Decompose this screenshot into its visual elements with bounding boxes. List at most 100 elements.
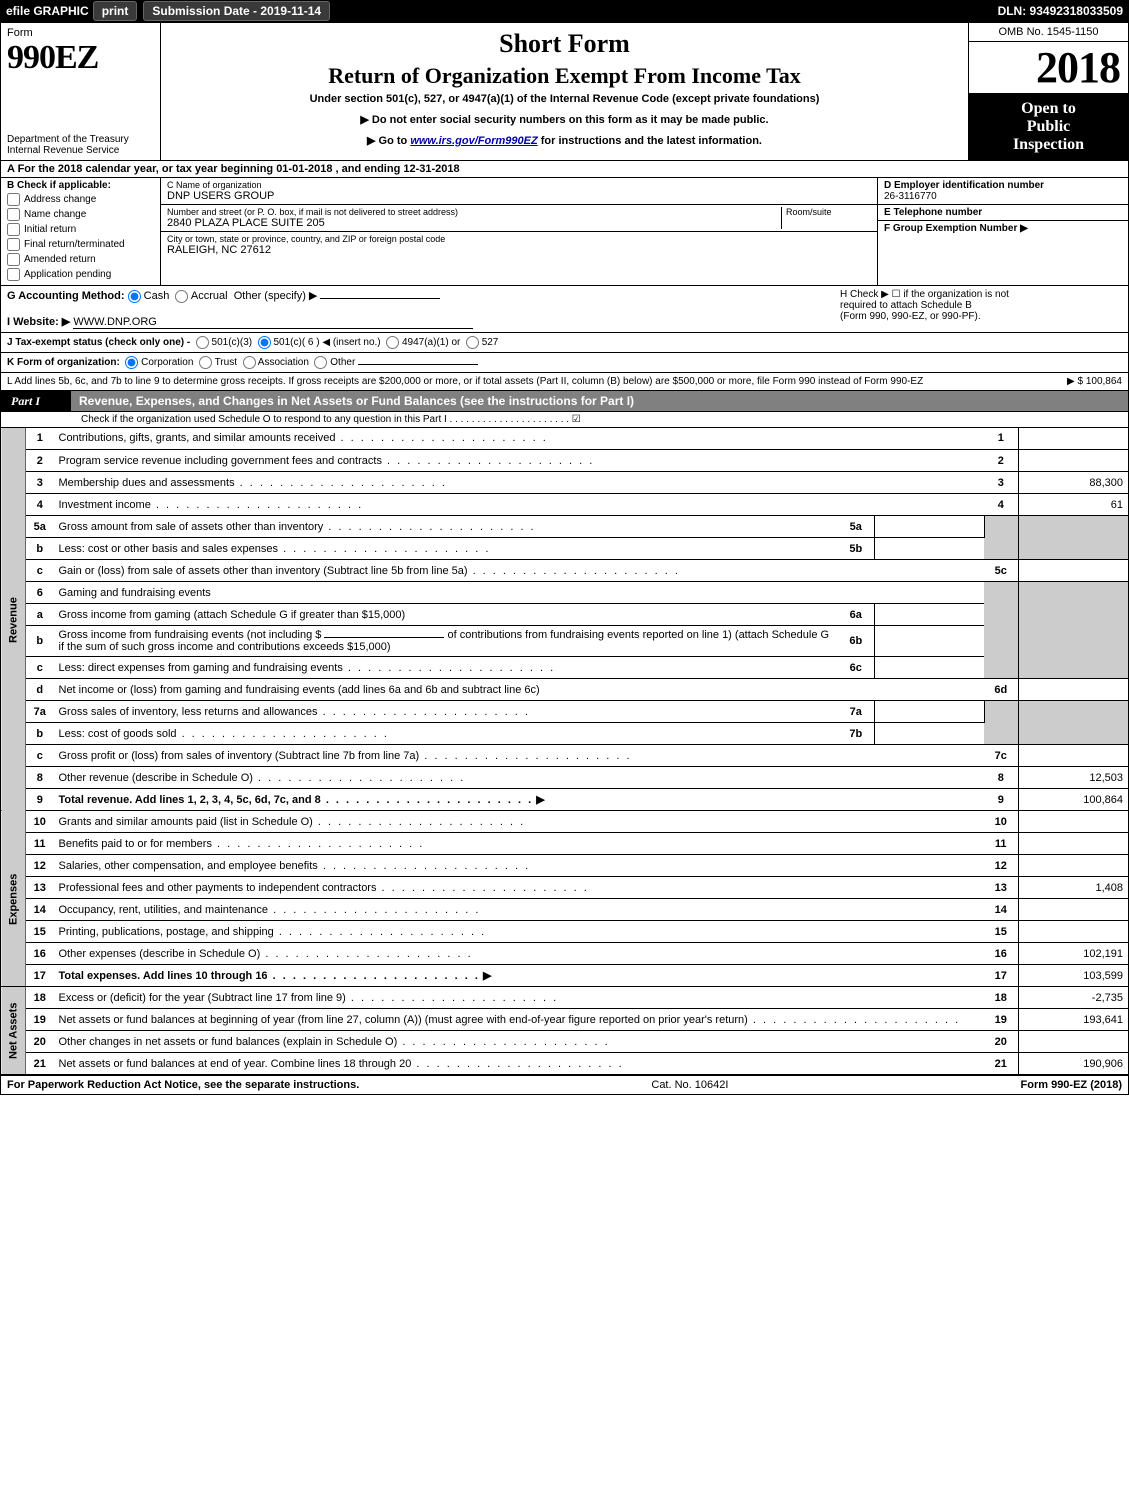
ln-6b-minival — [874, 626, 984, 657]
ln-3-num: 3 — [26, 472, 54, 494]
ln-4-desc: Investment income — [59, 499, 364, 511]
ln-7c-num: c — [26, 745, 54, 767]
radio-association[interactable] — [243, 356, 256, 369]
ln-15-val — [1018, 921, 1128, 943]
ln-6b-desc: Gross income from fundraising events (no… — [54, 626, 839, 657]
radio-accrual[interactable] — [175, 290, 188, 303]
check-address-change[interactable] — [7, 193, 20, 206]
ln-7b-desc: Less: cost of goods sold — [59, 728, 389, 740]
ln-8-num: 8 — [26, 767, 54, 789]
ln-21-box: 21 — [984, 1053, 1018, 1075]
ln-18-num: 18 — [26, 987, 54, 1009]
ln-19-desc: Net assets or fund balances at beginning… — [59, 1014, 961, 1026]
check-name-change[interactable] — [7, 208, 20, 221]
dln-value: DLN: 93492318033509 — [998, 4, 1123, 18]
grey-6v — [1018, 582, 1128, 679]
room-suite-label: Room/suite — [786, 207, 871, 217]
ln-6b-mini: 6b — [838, 626, 874, 657]
ln-3-desc: Membership dues and assessments — [59, 477, 447, 489]
grey-7 — [984, 701, 1018, 745]
open-to-public-box: Open to Public Inspection — [969, 94, 1128, 160]
ln-5c-num: c — [26, 560, 54, 582]
ln-6a-minival — [874, 604, 984, 626]
ln-8-desc: Other revenue (describe in Schedule O) — [59, 772, 466, 784]
ln-12-val — [1018, 855, 1128, 877]
ln-2-box: 2 — [984, 450, 1018, 472]
ln-10-box: 10 — [984, 811, 1018, 833]
ln-16-desc: Other expenses (describe in Schedule O) — [59, 948, 473, 960]
print-button[interactable]: print — [93, 1, 138, 21]
ln-5c-val — [1018, 560, 1128, 582]
ln-17-desc: Total expenses. Add lines 10 through 16 — [59, 970, 480, 982]
label-other-org: Other — [330, 357, 355, 368]
efile-label: efile GRAPHIC — [6, 4, 89, 18]
6b-contrib-input[interactable] — [324, 637, 444, 638]
check-amended-return[interactable] — [7, 253, 20, 266]
irs-link[interactable]: www.irs.gov/Form990EZ — [410, 135, 537, 147]
label-name-change: Name change — [24, 209, 86, 220]
ln-6a-num: a — [26, 604, 54, 626]
other-org-input[interactable] — [358, 364, 478, 365]
ln-15-desc: Printing, publications, postage, and shi… — [59, 926, 487, 938]
open-line2: Public — [971, 118, 1126, 136]
section-b: B Check if applicable: Address change Na… — [1, 178, 161, 285]
ln-5b-minival — [874, 538, 984, 560]
ln-7c-box: 7c — [984, 745, 1018, 767]
part-i-schedule-o-check: Check if the organization used Schedule … — [1, 412, 1128, 428]
under-section-text: Under section 501(c), 527, or 4947(a)(1)… — [171, 93, 958, 105]
label-other-specify: Other (specify) ▶ — [234, 290, 318, 302]
do-not-enter-note: ▶ Do not enter social security numbers o… — [171, 113, 958, 126]
part-i-table: Revenue 1 Contributions, gifts, grants, … — [1, 428, 1128, 1076]
ln-9-box: 9 — [984, 789, 1018, 811]
form-990ez: Form 990EZ Department of the Treasury In… — [0, 22, 1129, 1095]
ln-1-num: 1 — [26, 428, 54, 450]
check-application-pending[interactable] — [7, 268, 20, 281]
grey-5 — [984, 516, 1018, 560]
radio-501c[interactable] — [258, 336, 271, 349]
ln-11-box: 11 — [984, 833, 1018, 855]
ln-13-box: 13 — [984, 877, 1018, 899]
ln-10-num: 10 — [26, 811, 54, 833]
ln-18-box: 18 — [984, 987, 1018, 1009]
ln-9-desc: Total revenue. Add lines 1, 2, 3, 4, 5c,… — [59, 794, 534, 806]
check-final-return[interactable] — [7, 238, 20, 251]
city-label: City or town, state or province, country… — [167, 234, 871, 244]
radio-cash[interactable] — [128, 290, 141, 303]
radio-501c3[interactable] — [196, 336, 209, 349]
efile-topbar: efile GRAPHIC print Submission Date - 20… — [0, 0, 1129, 22]
ln-14-desc: Occupancy, rent, utilities, and maintena… — [59, 904, 481, 916]
ln-21-num: 21 — [26, 1053, 54, 1075]
radio-other-org[interactable] — [314, 356, 327, 369]
ln-3-box: 3 — [984, 472, 1018, 494]
org-name-value: DNP USERS GROUP — [167, 190, 871, 202]
label-final-return: Final return/terminated — [24, 239, 125, 250]
radio-corporation[interactable] — [125, 356, 138, 369]
radio-trust[interactable] — [199, 356, 212, 369]
radio-4947[interactable] — [386, 336, 399, 349]
ln-8-box: 8 — [984, 767, 1018, 789]
grey-7v — [1018, 701, 1128, 745]
ln-18-val: -2,735 — [1018, 987, 1128, 1009]
submission-date-button[interactable]: Submission Date - 2019-11-14 — [143, 1, 330, 21]
short-form-title: Short Form — [171, 29, 958, 59]
other-method-input[interactable] — [320, 298, 440, 299]
ln-5c-box: 5c — [984, 560, 1018, 582]
vtab-expenses: Expenses — [1, 811, 26, 987]
ln-13-desc: Professional fees and other payments to … — [59, 882, 589, 894]
ln-5b-mini: 5b — [838, 538, 874, 560]
ln-5b-desc: Less: cost or other basis and sales expe… — [59, 543, 491, 555]
radio-527[interactable] — [466, 336, 479, 349]
ln-21-val: 190,906 — [1018, 1053, 1128, 1075]
part-i-header: Part I Revenue, Expenses, and Changes in… — [1, 391, 1128, 412]
ln-13-num: 13 — [26, 877, 54, 899]
ln-6a-desc: Gross income from gaming (attach Schedul… — [54, 604, 839, 626]
ln-15-num: 15 — [26, 921, 54, 943]
ln-5a-mini: 5a — [838, 516, 874, 538]
ln-11-num: 11 — [26, 833, 54, 855]
label-application-pending: Application pending — [24, 269, 111, 280]
check-initial-return[interactable] — [7, 223, 20, 236]
ln-15-box: 15 — [984, 921, 1018, 943]
l-amount: ▶ $ 100,864 — [1067, 376, 1122, 387]
label-address-change: Address change — [24, 194, 96, 205]
ln-5a-minival — [874, 516, 984, 538]
